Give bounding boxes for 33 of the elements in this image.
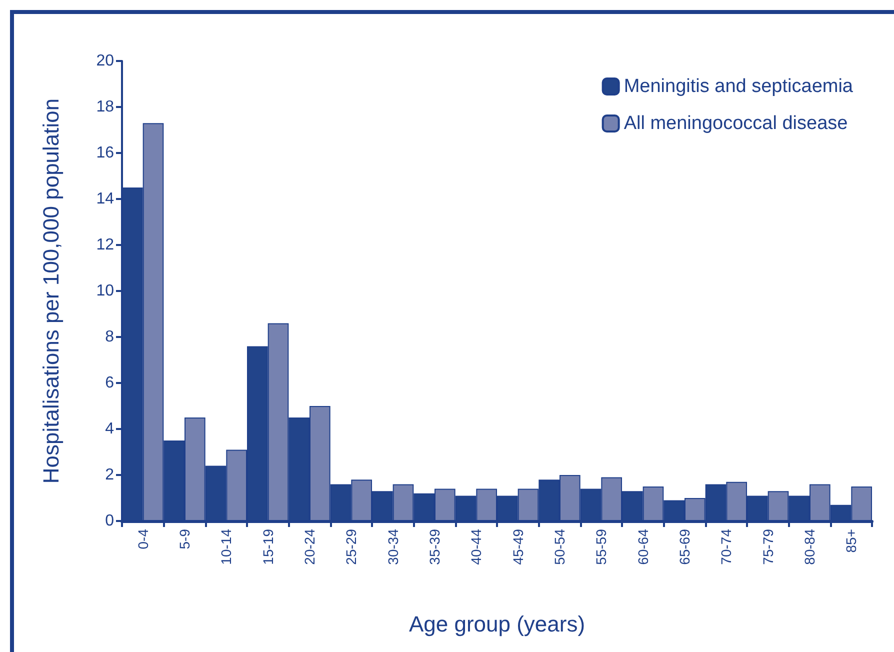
x-tick-label: 5-9	[176, 528, 192, 550]
y-tick-label: 6	[105, 374, 114, 392]
x-axis-title: Age group (years)	[408, 612, 586, 636]
x-tick-label: 60-64	[634, 528, 651, 565]
y-tick-label: 16	[96, 144, 114, 162]
y-tick-label: 14	[96, 190, 114, 208]
x-tick-label: 45-49	[510, 528, 526, 565]
x-tick-label: 40-44	[468, 528, 484, 565]
y-axis-title: Hospitalisations per 100,000 population	[38, 98, 64, 484]
legend-label: Meningitis and septicaemia	[624, 76, 854, 97]
x-tick-label: 20-24	[302, 528, 318, 565]
legend-label: All meningococcal disease	[624, 113, 848, 134]
y-tick-label: 10	[96, 282, 114, 300]
x-tick-label: 55-59	[593, 528, 610, 565]
x-tick-label: 65-69	[676, 528, 692, 565]
x-tick-label: 80-84	[802, 528, 818, 565]
y-tick-label: 20	[96, 52, 114, 70]
y-tick-label: 4	[105, 420, 114, 438]
x-tick-label: 50-54	[552, 528, 568, 565]
x-tick-label: 85+	[843, 529, 860, 553]
x-tick-label: 10-14	[218, 528, 234, 565]
x-tick-label: 75-79	[760, 528, 776, 565]
x-tick-label: 25-29	[343, 528, 360, 565]
x-tick-label: 0-4	[134, 528, 151, 550]
y-tick-label: 0	[105, 512, 114, 530]
x-tick-label: 35-39	[426, 528, 442, 565]
y-tick-label: 18	[96, 98, 114, 116]
x-tick-label: 30-34	[384, 528, 401, 565]
y-tick-label: 2	[105, 466, 114, 484]
x-tick-label: 15-19	[260, 528, 276, 565]
y-tick-label: 12	[96, 236, 114, 254]
y-tick-label: 8	[105, 328, 114, 346]
x-tick-label: 70-74	[718, 528, 734, 565]
